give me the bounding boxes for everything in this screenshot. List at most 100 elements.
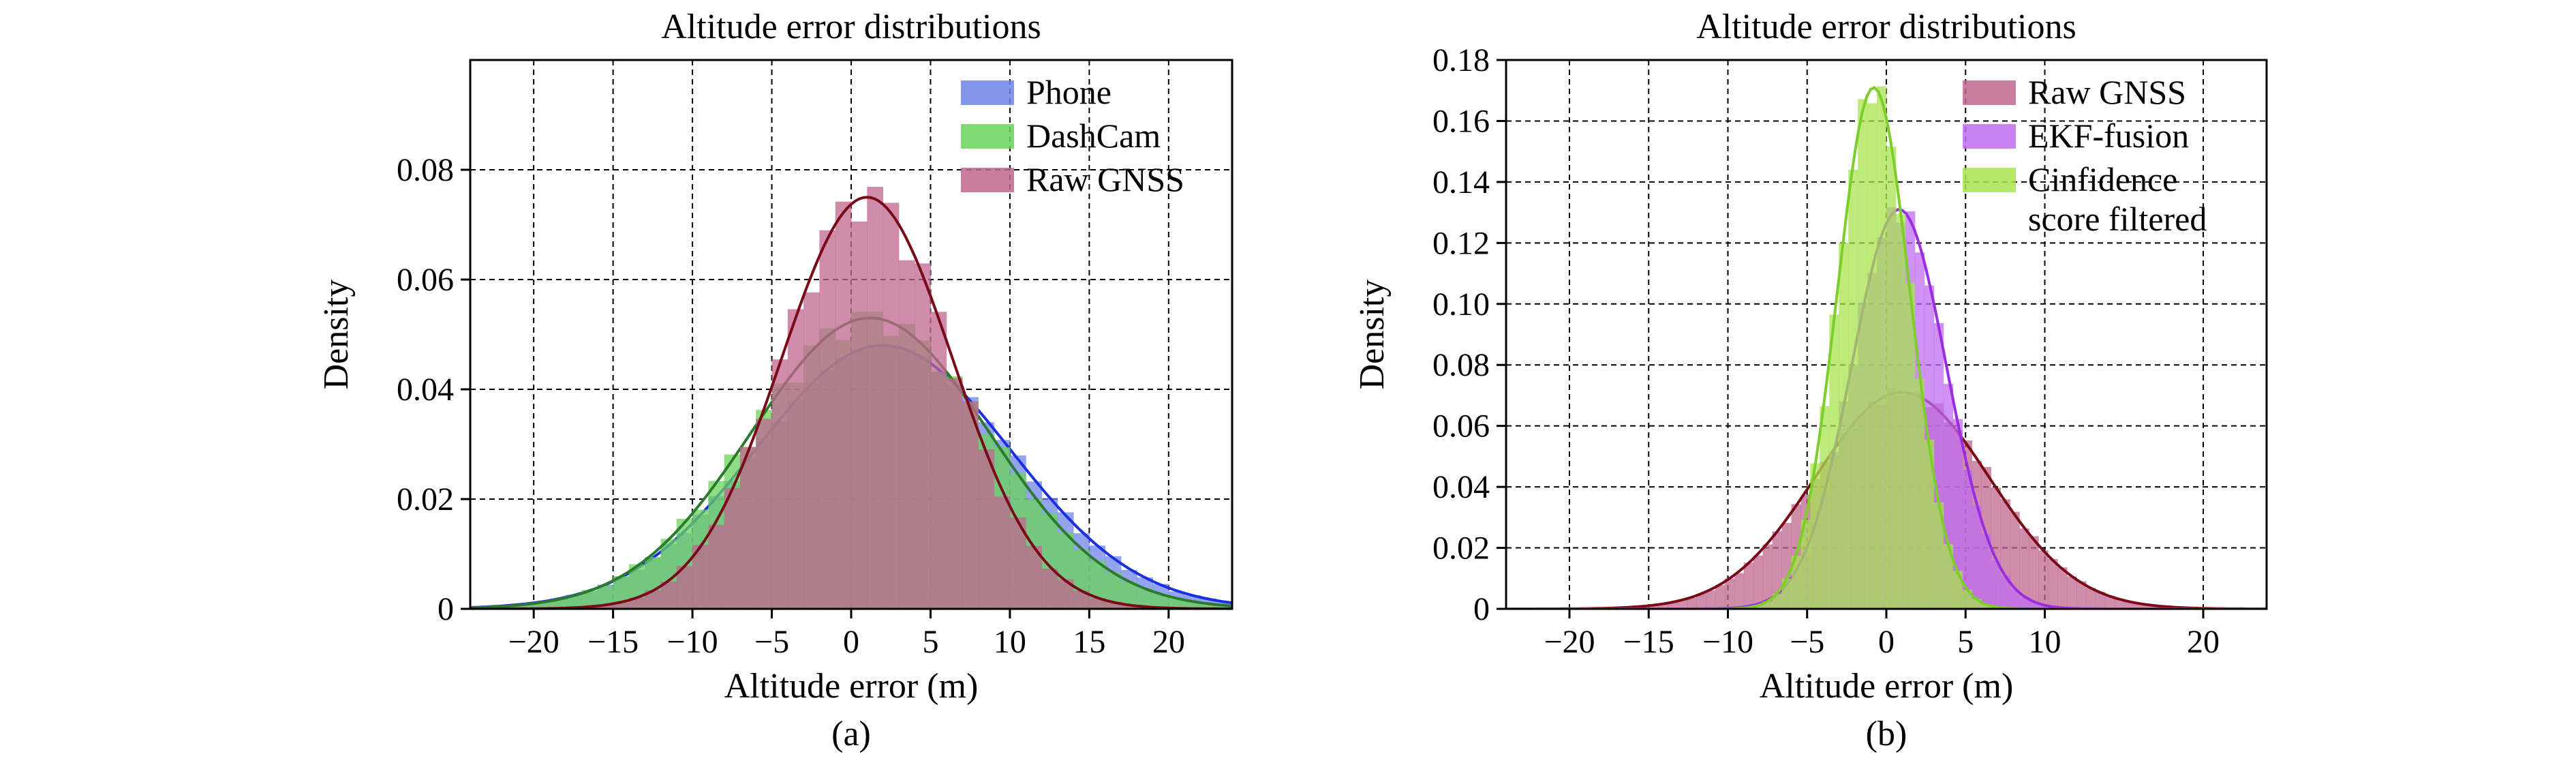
histogram-bar — [708, 524, 725, 609]
legend-swatch — [1963, 80, 2016, 105]
x-tick-label: 20 — [1152, 624, 1185, 660]
x-tick-label: −20 — [1544, 624, 1595, 660]
x-tick-label: −10 — [667, 624, 718, 660]
x-tick-label: −10 — [1702, 624, 1753, 660]
histogram-bar — [1762, 544, 1773, 609]
histogram-bar — [2038, 550, 2049, 609]
histogram-bar — [835, 201, 852, 609]
histogram-bar — [1009, 517, 1026, 609]
histogram-bar — [1715, 585, 1726, 609]
kde-line — [470, 196, 1232, 609]
legend-label: DashCam — [1026, 117, 1161, 155]
histogram-bar — [2048, 558, 2058, 609]
histogram-bar — [1705, 590, 1716, 609]
histogram-bar — [1649, 605, 1659, 609]
y-axis-label: Density — [317, 280, 356, 390]
histogram-bar — [2114, 599, 2125, 609]
histogram-bar — [2123, 601, 2134, 609]
y-tick-label: 0.04 — [1432, 469, 1490, 505]
histogram-bar — [1800, 520, 1811, 609]
histogram-bar — [2029, 536, 2039, 609]
histogram-bar — [1839, 242, 1849, 609]
x-tick-label: −5 — [1790, 624, 1824, 660]
histogram-bar — [1810, 463, 1820, 609]
histogram-bar — [994, 496, 1011, 609]
histogram-bar — [1886, 147, 1897, 609]
histogram-bar — [1184, 601, 1201, 609]
x-tick-label: 0 — [1878, 624, 1895, 660]
legend-item: Raw GNSS — [961, 160, 1184, 198]
panel-caption: (a) — [831, 715, 871, 753]
series-cinfidence-score-filtered — [1506, 85, 2267, 609]
histogram-bar — [724, 487, 741, 609]
x-tick-label: 5 — [922, 624, 938, 660]
histogram-bar — [1724, 578, 1735, 609]
histogram-bar — [739, 447, 756, 609]
x-tick-label: 10 — [994, 624, 1026, 660]
histogram-bar — [1781, 578, 1792, 609]
histogram-bar — [1905, 283, 1916, 609]
histogram-bar — [1877, 86, 1887, 609]
histogram-bar — [517, 604, 534, 609]
x-tick-label: 5 — [1957, 624, 1974, 660]
histogram-bar — [1867, 103, 1877, 609]
x-axis-label: Altitude error (m) — [1760, 667, 2014, 706]
histogram-bar — [1026, 545, 1042, 609]
histogram-bar — [1743, 562, 1754, 609]
chart-panel-b: Altitude error distributions −20 −15 −10 −5 0… — [1353, 7, 2268, 753]
histogram-bar — [1696, 593, 1706, 609]
histogram-bar — [1858, 99, 1868, 609]
y-tick-label: 0.12 — [1432, 225, 1490, 261]
histogram-bar — [1829, 314, 1839, 609]
histogram-bar — [2076, 581, 2087, 609]
histogram-bar — [2085, 588, 2096, 609]
histogram-bar — [2057, 567, 2068, 609]
histogram-bar — [771, 359, 788, 609]
panel-caption: (b) — [1866, 715, 1907, 753]
histogram-bar — [1952, 571, 1963, 609]
histogram-bar — [819, 230, 836, 609]
histogram-bar — [2010, 588, 2020, 609]
histogram-bar — [1677, 600, 1687, 609]
histogram-bar — [1089, 598, 1106, 609]
histogram-bar — [1981, 604, 1991, 609]
histogram-bar — [581, 590, 598, 609]
y-tick-label: 0.06 — [397, 262, 454, 298]
histogram-bar — [1152, 594, 1169, 609]
histogram-bar — [1753, 555, 1764, 609]
x-tick-label: −15 — [1623, 624, 1674, 660]
histogram-bar — [2152, 605, 2163, 609]
histogram-bar — [2019, 597, 2029, 609]
x-tick-label: −20 — [508, 624, 559, 660]
histogram-bar — [1972, 505, 1982, 609]
histogram-bar — [1772, 594, 1783, 609]
x-tick-label: 10 — [2029, 624, 2061, 660]
histogram-bar — [1952, 419, 1963, 609]
legend-item: Raw GNSS — [1963, 73, 2186, 111]
legend-label: EKF-fusion — [2028, 117, 2189, 155]
legend-label: score filtered — [2028, 200, 2207, 238]
histogram-bar — [2104, 595, 2115, 609]
histogram-bar — [915, 263, 931, 609]
histogram-bar — [1658, 603, 1668, 609]
histogram-bar — [1914, 378, 1925, 609]
histogram-bar — [1762, 601, 1773, 609]
histogram-bar — [1820, 406, 1830, 609]
histogram-bar — [1981, 534, 1991, 609]
histogram-bar — [1753, 605, 1764, 609]
histogram-bar — [2019, 528, 2029, 609]
histogram-bar — [1137, 588, 1154, 609]
histogram-bar — [1105, 572, 1122, 609]
y-tick-label: 0.02 — [397, 481, 454, 518]
y-tick-label: 0.04 — [397, 372, 454, 408]
legend-item: Phone — [961, 73, 1111, 111]
histogram-bar — [1734, 573, 1745, 609]
legend-item: EKF-fusion — [1963, 117, 2189, 155]
x-tick-label: 0 — [843, 624, 859, 660]
histogram-bar — [2029, 601, 2039, 609]
histogram-bar — [1687, 597, 1697, 609]
y-axis-label: Density — [1353, 280, 1392, 390]
histogram-bar — [645, 590, 661, 609]
